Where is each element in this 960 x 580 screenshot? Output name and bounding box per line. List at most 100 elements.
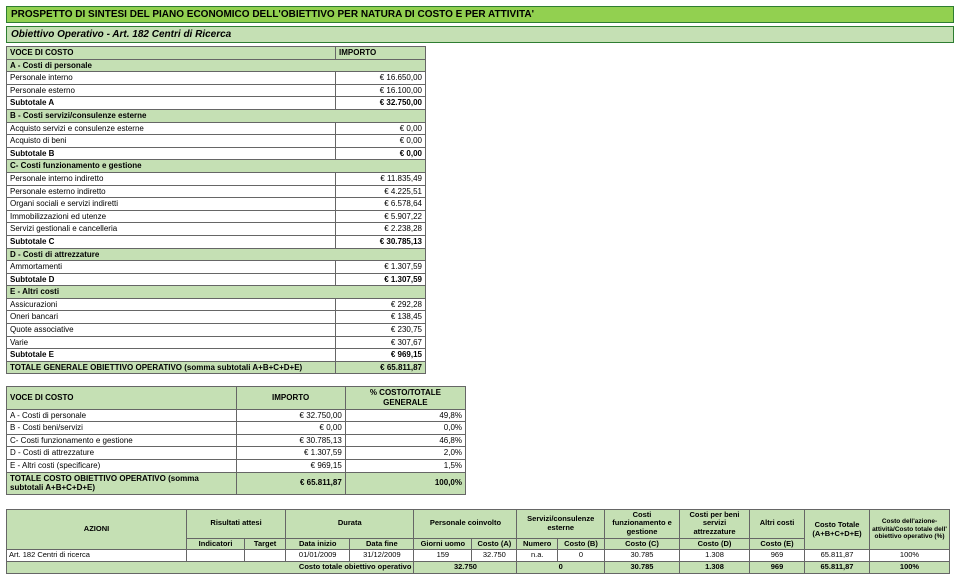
t3-h-ris: Risultati attesi <box>187 509 286 538</box>
actions-table: AZIONI Risultati attesi Durata Personale… <box>6 509 950 574</box>
t2-row-label: D - Costi di attrezzature <box>7 447 237 460</box>
table-row-label: Subtotale D <box>7 273 336 286</box>
t2-header-voce: VOCE DI COSTO <box>7 387 237 409</box>
t3-row-cd: 1.308 <box>680 550 750 562</box>
t3-row-tgt <box>245 550 286 562</box>
t3-sub-df: Data fine <box>350 538 414 550</box>
t3-sub-gu: Giorni uomo <box>414 538 472 550</box>
page-title: PROSPETTO DI SINTESI DEL PIANO ECONOMICO… <box>6 6 954 23</box>
t2-row-label: A - Costi di personale <box>7 409 237 422</box>
table-row-value: € 230,75 <box>336 324 426 337</box>
t2-row-label: C- Costi funzionamento e gestione <box>7 434 237 447</box>
t3-row-ca: 32.750 <box>472 550 517 562</box>
table-row-value: € 292,28 <box>336 298 426 311</box>
table-row-value: € 0,00 <box>336 135 426 148</box>
t3-sub-ce: Costo (E) <box>750 538 805 550</box>
t2-row-percent: 0,0% <box>345 422 465 435</box>
t3-row-gu: 159 <box>414 550 472 562</box>
table-row-value: € 307,67 <box>336 336 426 349</box>
table-row-label: Varie <box>7 336 336 349</box>
table-row-label: Assicurazioni <box>7 298 336 311</box>
table-row-label: Personale esterno indiretto <box>7 185 336 198</box>
table-row-label: Subtotale A <box>7 97 336 110</box>
table-row-value: € 1.307,59 <box>336 273 426 286</box>
t3-row-label: Art. 182 Centri di ricerca <box>7 550 187 562</box>
t3-tot-cd: 1.308 <box>680 561 750 573</box>
t2-total-label: TOTALE COSTO OBIETTIVO OPERATIVO (somma … <box>7 472 237 494</box>
t2-row-label: E - Altri costi (specificare) <box>7 460 237 473</box>
t2-header-importo: IMPORTO <box>236 387 345 409</box>
t3-tot-cc: 30.785 <box>605 561 680 573</box>
table-row-value: € 138,45 <box>336 311 426 324</box>
table-row-label: Acquisto di beni <box>7 135 336 148</box>
t2-row-value: € 32.750,00 <box>236 409 345 422</box>
t3-tot-label: Costo totale obiettivo operativo <box>7 561 414 573</box>
t3-sub-tgt: Target <box>245 538 286 550</box>
table-row-label: Organi sociali e servizi indiretti <box>7 198 336 211</box>
table-row-label: Personale esterno <box>7 84 336 97</box>
t3-sub-cc: Costo (C) <box>605 538 680 550</box>
t3-tot-ca: 32.750 <box>414 561 517 573</box>
t3-h-cfun: Costi funzionamento e gestione <box>605 509 680 538</box>
t3-sub-ca: Costo (A) <box>472 538 517 550</box>
table-row-label: Immobilizzazioni ed utenze <box>7 210 336 223</box>
table-row-label: Subtotale E <box>7 349 336 362</box>
t3-row-ce: 969 <box>750 550 805 562</box>
t3-h-pers: Personale coinvolto <box>414 509 517 538</box>
t2-row-percent: 46,8% <box>345 434 465 447</box>
t3-h-perc: Costo dell'azione-attività/Costo totale … <box>870 509 950 550</box>
t3-row-di: 01/01/2009 <box>286 550 350 562</box>
t2-row-value: € 969,15 <box>236 460 345 473</box>
t3-h-altri: Altri costi <box>750 509 805 538</box>
table-row-value: € 969,15 <box>336 349 426 362</box>
t3-tot-ce: 969 <box>750 561 805 573</box>
table-row-label: Servizi gestionali e cancelleria <box>7 223 336 236</box>
table-row-value: € 4.225,51 <box>336 185 426 198</box>
t3-row-cb: 0 <box>557 550 604 562</box>
t2-row-percent: 1,5% <box>345 460 465 473</box>
t2-row-percent: 2,0% <box>345 447 465 460</box>
t1-header-voce: VOCE DI COSTO <box>7 47 336 60</box>
t3-row-perc: 100% <box>870 550 950 562</box>
t2-row-percent: 49,8% <box>345 409 465 422</box>
table-row-label: E - Altri costi <box>7 286 426 299</box>
t3-sub-ind: Indicatori <box>187 538 245 550</box>
table-row-value: € 11.835,49 <box>336 172 426 185</box>
table-row-value: € 32.750,00 <box>336 97 426 110</box>
table-row-label: Oneri bancari <box>7 311 336 324</box>
t3-h-dur: Durata <box>286 509 414 538</box>
t2-row-value: € 0,00 <box>236 422 345 435</box>
table-row-value: € 16.100,00 <box>336 84 426 97</box>
table-row-label: Subtotale C <box>7 235 336 248</box>
table-row-label: A - Costi di personale <box>7 59 426 72</box>
table-row-value: € 6.578,64 <box>336 198 426 211</box>
table-row-value: € 5.907,22 <box>336 210 426 223</box>
t3-row-ctot: 65.811,87 <box>805 550 870 562</box>
t3-tot-ctot: 65.811,87 <box>805 561 870 573</box>
t3-sub-num: Numero <box>517 538 557 550</box>
t3-sub-di: Data inizio <box>286 538 350 550</box>
table-row-label: Personale interno <box>7 72 336 85</box>
t3-tot-perc: 100% <box>870 561 950 573</box>
t1-header-importo: IMPORTO <box>336 47 426 60</box>
table-row-value: € 0,00 <box>336 122 426 135</box>
table-row-label: C- Costi funzionamento e gestione <box>7 160 426 173</box>
t3-row-num: n.a. <box>517 550 557 562</box>
t3-h-cben: Costi per beni servizi attrezzature <box>680 509 750 538</box>
table-row-label: Acquisto servizi e consulenze esterne <box>7 122 336 135</box>
t2-row-value: € 1.307,59 <box>236 447 345 460</box>
table-row-label: Personale interno indiretto <box>7 172 336 185</box>
t3-row-ind <box>187 550 245 562</box>
objective-subtitle: Obiettivo Operativo - Art. 182 Centri di… <box>6 26 954 43</box>
t2-row-label: B - Costi beni/servizi <box>7 422 237 435</box>
cost-table-1: VOCE DI COSTO IMPORTO A - Costi di perso… <box>6 46 426 374</box>
table-row-value: € 16.650,00 <box>336 72 426 85</box>
table-row-value: € 30.785,13 <box>336 235 426 248</box>
t3-row-df: 31/12/2009 <box>350 550 414 562</box>
table-row-value: € 1.307,59 <box>336 261 426 274</box>
table-row-value: € 0,00 <box>336 147 426 160</box>
t3-h-serv: Servizi/consulenze esterne <box>517 509 605 538</box>
table-row-label: B - Costi servizi/consulenze esterne <box>7 109 426 122</box>
t1-total-value: € 65.811,87 <box>336 361 426 374</box>
t3-row-cc: 30.785 <box>605 550 680 562</box>
